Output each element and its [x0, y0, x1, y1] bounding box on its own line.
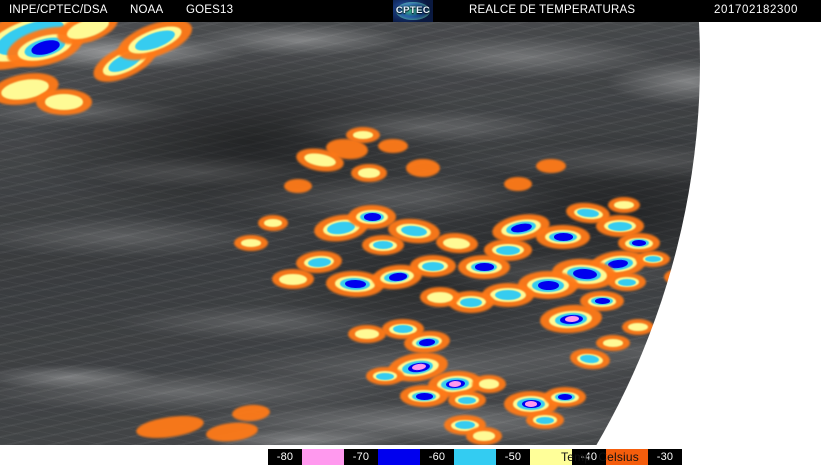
cloud-top-enhancement [406, 159, 440, 177]
cloud-top-enhancement [537, 280, 560, 290]
cloud-top-enhancement [536, 159, 566, 173]
cloud-top-enhancement [459, 297, 483, 307]
cloud-top-enhancement [594, 298, 610, 305]
cloud-top-enhancement [618, 278, 636, 286]
header-bar: INPE/CPTEC/DSA NOAA GOES13 CPTEC REALCE … [0, 0, 821, 22]
colorbar-swatch [454, 449, 496, 465]
cloud-top-enhancement [602, 339, 624, 347]
temperature-colorbar: -80 -70 -60 -50 -40 -30 [268, 449, 682, 465]
colorbar-swatch [302, 449, 344, 465]
cloud-top-enhancement [536, 416, 554, 424]
colorbar-tick-label: -30 [656, 451, 674, 463]
cloud-top-enhancement [240, 239, 262, 247]
cloud-top-enhancement [355, 329, 379, 339]
colorbar-tick-label: -50 [504, 451, 522, 463]
header-title: REALCE DE TEMPERATURAS [469, 4, 636, 16]
cloud-top-enhancement [525, 401, 538, 407]
cloud-top-enhancement [558, 394, 573, 401]
colorbar-tick-label: -60 [428, 451, 446, 463]
colorbar-tick-label: -40 [580, 451, 598, 463]
cloud-top-enhancement [454, 421, 476, 430]
cloud-top-enhancement [352, 131, 374, 139]
cloud-top-enhancement [421, 261, 445, 271]
header-timestamp: 201702182300 [714, 4, 798, 16]
cloud-top-enhancement [427, 291, 453, 303]
cloud-top-enhancement [664, 269, 694, 285]
cloud-top-enhancement [458, 396, 476, 404]
earth-disk [0, 22, 700, 445]
cloud-top-enhancement [372, 241, 394, 250]
colorbar-tick-label: -80 [276, 451, 294, 463]
cloud-top-enhancement [504, 177, 532, 191]
globe-highlight [401, 5, 423, 16]
cloud-top-enhancement [496, 245, 520, 255]
cloud-top-enhancement [475, 263, 494, 271]
header-agency-label: INPE/CPTEC/DSA [9, 4, 108, 16]
colorbar-tick-label: -70 [352, 451, 370, 463]
cloud-top-enhancement [392, 325, 414, 334]
cloud-top-enhancement [264, 219, 282, 227]
colorbar-unit-label: Temp. Celsius [561, 450, 639, 464]
cloud-top-enhancement [620, 427, 668, 445]
cloud-top-enhancement [645, 256, 661, 262]
cloud-top-enhancement [416, 392, 433, 400]
satellite-image-canvas [0, 22, 821, 445]
cloud-top-enhancement [614, 201, 634, 209]
cloud-top-enhancement [670, 273, 688, 281]
cloud-top-enhancement [376, 372, 394, 380]
cloud-top-enhancement [378, 139, 408, 153]
cloud-top-enhancement [684, 388, 700, 418]
header-provider-label: NOAA [130, 4, 164, 16]
cloud-top-enhancement [632, 240, 647, 247]
cloud-top-enhancement [279, 273, 307, 285]
colorbar-swatch [606, 449, 648, 465]
cloud-top-enhancement [608, 221, 632, 231]
cloud-top-enhancement [478, 379, 500, 389]
cloud-top-enhancement [553, 233, 574, 241]
cloud-top-enhancement [628, 323, 648, 331]
cptec-logo-icon: CPTEC [393, 0, 433, 22]
header-satellite-label: GOES13 [186, 4, 234, 16]
colorbar-swatch [378, 449, 420, 465]
cloud-top-enhancement [284, 179, 312, 193]
cloud-top-enhancement [494, 289, 522, 301]
cloud-top-enhancement [357, 168, 381, 178]
cptec-logo-text: CPTEC [395, 5, 431, 16]
cloud-top-enhancement [364, 213, 381, 221]
cloud-top-enhancement [654, 408, 700, 444]
cloud-top-enhancement [44, 94, 84, 110]
colorbar-swatch [530, 449, 572, 465]
cloud-top-enhancement [472, 431, 496, 441]
